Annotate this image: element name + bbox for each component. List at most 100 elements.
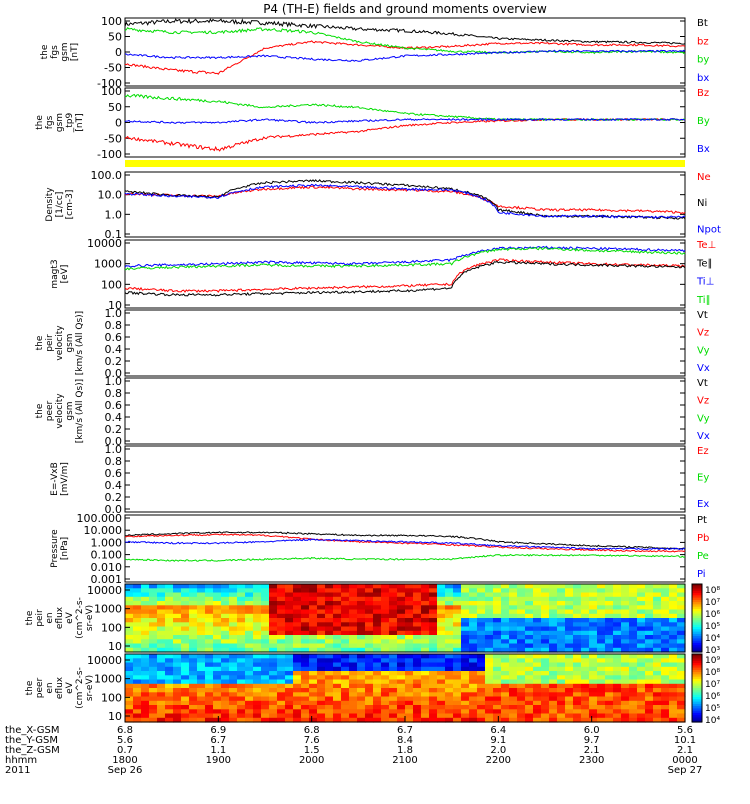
spectrogram-cell <box>301 692 310 698</box>
spectrogram-cell <box>189 717 198 723</box>
spectrogram-cell <box>397 635 406 640</box>
spectrogram-cell <box>453 605 462 611</box>
spectrogram-cell <box>445 609 454 615</box>
spectrogram-cell <box>517 618 526 623</box>
spectrogram-cell <box>381 666 390 672</box>
legend-by: by <box>697 55 709 66</box>
spectrogram-cell <box>285 705 294 710</box>
spectrogram-cell <box>589 618 598 623</box>
spectrogram-cell <box>509 705 518 710</box>
spectrogram-cell <box>597 671 606 676</box>
spectrogram-cell <box>605 618 614 623</box>
y-tick-label: 0.4 <box>105 411 123 424</box>
colorbar-cell <box>692 586 702 590</box>
panel-vel2-ylabel-line: gsm <box>65 401 75 420</box>
spectrogram-cell <box>389 643 398 649</box>
spectrogram-cell <box>549 654 558 659</box>
spectrogram-cell <box>437 700 446 706</box>
spectrogram-cell <box>141 662 150 668</box>
colorbar-frame <box>691 583 703 653</box>
spectrogram-cell <box>269 679 278 685</box>
spectrogram-cell <box>501 635 510 640</box>
spectrogram-cell <box>173 713 182 719</box>
spectrogram-cell <box>141 705 150 710</box>
spectrogram-cell <box>269 643 278 649</box>
spectrogram-cell <box>469 671 478 676</box>
spectrogram-cell <box>389 592 398 598</box>
spectrogram-cell <box>605 709 614 715</box>
spectrogram-cell <box>653 630 662 636</box>
spectrogram-cell <box>509 709 518 715</box>
spectrogram-cell <box>605 584 614 589</box>
spectrogram-cell <box>469 588 478 594</box>
spectrogram-cell <box>269 658 278 664</box>
spectrogram-cell <box>429 696 438 702</box>
y-tick-label: 0.6 <box>105 467 123 480</box>
y-tick-label: 0.4 <box>105 479 123 492</box>
spectrogram-cell <box>621 643 630 649</box>
spectrogram-cell <box>405 618 414 623</box>
spectrogram-cell <box>317 605 326 611</box>
spectrogram-cell <box>597 666 606 672</box>
spectrogram-cell <box>173 596 182 602</box>
spectrogram-cell <box>317 679 326 685</box>
spectrogram-cell <box>461 601 470 606</box>
spectrogram-cell <box>629 700 638 706</box>
spectrogram-cell <box>357 717 366 723</box>
spectrogram-cell <box>237 626 246 632</box>
spectrogram-cell <box>525 613 534 619</box>
spectrogram-cell <box>637 709 646 715</box>
spectrogram-cell <box>509 683 518 689</box>
spectrogram-cell <box>357 630 366 636</box>
spectrogram-cell <box>533 717 542 723</box>
spectrogram-cell <box>349 679 358 685</box>
spectrogram-cell <box>661 688 670 693</box>
spectrogram-cell <box>469 584 478 589</box>
spectrogram-cell <box>309 626 318 632</box>
spectrogram-cell <box>157 635 166 640</box>
spectrogram-cell <box>557 700 566 706</box>
spectrogram-cell <box>661 613 670 619</box>
spectrogram-cell <box>429 601 438 606</box>
spectrogram-cell <box>261 639 270 645</box>
spectrogram-cell <box>581 700 590 706</box>
spectrogram-cell <box>293 658 302 664</box>
spectrogram-cell <box>285 596 294 602</box>
spectrogram-peer_eflux-ylabel-line: sr-eV) <box>85 675 95 701</box>
spectrogram-cell <box>309 622 318 628</box>
y-tick-label: 100.0 <box>91 169 123 182</box>
spectrogram-cell <box>357 679 366 685</box>
spectrogram-cell <box>189 671 198 676</box>
spectrogram-cell <box>517 592 526 598</box>
spectrogram-cell <box>365 654 374 659</box>
spectrogram-cell <box>421 700 430 706</box>
spectrogram-cell <box>445 626 454 632</box>
spectrogram-cell <box>661 713 670 719</box>
spectrogram-cell <box>269 692 278 698</box>
spectrogram-cell <box>565 626 574 632</box>
spectrogram-cell <box>389 696 398 702</box>
spectrogram-cell <box>181 705 190 710</box>
spectrogram-cell <box>517 683 526 689</box>
spectrogram-cell <box>477 630 486 636</box>
spectrogram-cell <box>613 584 622 589</box>
spectrogram-cell <box>597 696 606 702</box>
spectrogram-cell <box>421 666 430 672</box>
spectrogram-cell <box>677 584 686 589</box>
spectrogram-cell <box>597 605 606 611</box>
spectrogram-cell <box>525 700 534 706</box>
spectrogram-cell <box>325 700 334 706</box>
spectrogram-cell <box>565 584 574 589</box>
spectrogram-cell <box>565 605 574 611</box>
spectrogram-cell <box>565 618 574 623</box>
spectrogram-cell <box>509 584 518 589</box>
spectrogram-cell <box>621 654 630 659</box>
spectrogram-cell <box>637 618 646 623</box>
colorbar-label: 10⁶ <box>705 610 720 620</box>
spectrogram-cell <box>349 635 358 640</box>
spectrogram-cell <box>229 688 238 693</box>
spectrogram-cell <box>397 658 406 664</box>
spectrogram-cell <box>269 666 278 672</box>
spectrogram-cell <box>437 692 446 698</box>
